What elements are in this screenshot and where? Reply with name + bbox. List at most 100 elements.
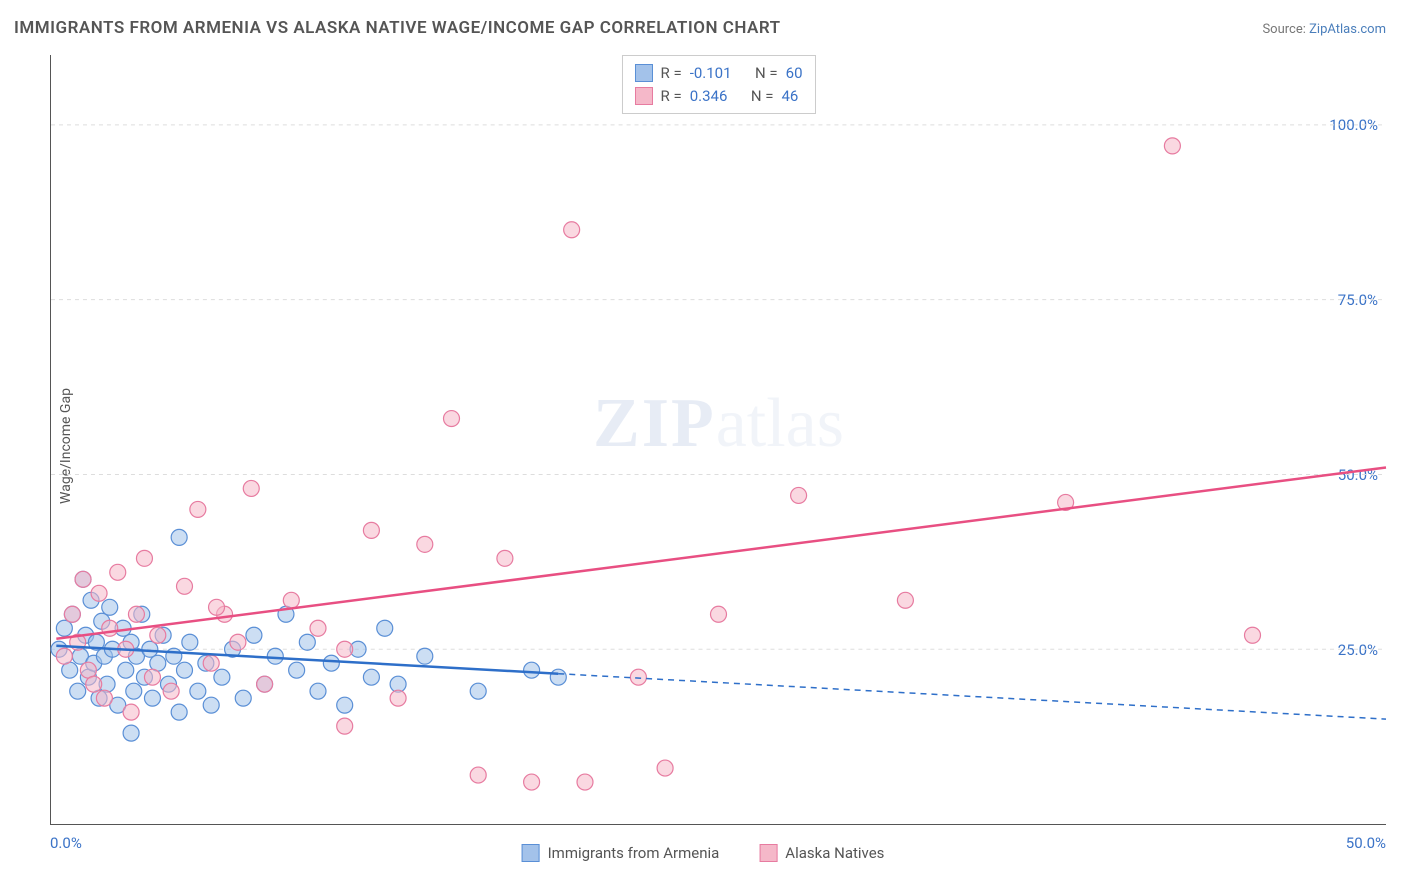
data-point (1164, 138, 1180, 154)
legend-item: Immigrants from Armenia (522, 844, 720, 862)
data-point (150, 627, 166, 643)
data-point (182, 634, 198, 650)
data-point (289, 662, 305, 678)
data-point (299, 634, 315, 650)
source-attribution: Source: ZipAtlas.com (1262, 22, 1386, 37)
data-point (323, 655, 339, 671)
data-point (110, 564, 126, 580)
data-point (257, 676, 273, 692)
data-point (417, 648, 433, 664)
data-point (142, 641, 158, 657)
data-point (102, 599, 118, 615)
data-point (86, 676, 102, 692)
data-point (630, 669, 646, 685)
data-point (56, 648, 72, 664)
data-point (214, 669, 230, 685)
plot-area: ZIPatlas R = -0.101 N = 60 R = 0.346 N =… (50, 55, 1386, 825)
data-point (267, 648, 283, 664)
data-point (337, 697, 353, 713)
data-point (56, 620, 72, 636)
stats-row: R = -0.101 N = 60 (634, 62, 802, 85)
n-label: N = (755, 62, 778, 85)
r-label: R = (660, 85, 681, 108)
data-point (791, 487, 807, 503)
stats-row: R = 0.346 N = 46 (634, 85, 802, 108)
data-point (310, 683, 326, 699)
data-point (230, 634, 246, 650)
data-point (123, 725, 139, 741)
data-point (363, 522, 379, 538)
data-point (377, 620, 393, 636)
data-point (444, 411, 460, 427)
data-point (163, 683, 179, 699)
data-point (166, 648, 182, 664)
data-point (337, 718, 353, 734)
x-tick-max: 50.0% (1346, 834, 1386, 852)
data-point (417, 536, 433, 552)
legend-label: Immigrants from Armenia (548, 844, 720, 862)
data-point (209, 599, 225, 615)
n-label: N = (751, 85, 774, 108)
data-point (897, 592, 913, 608)
data-point (118, 662, 134, 678)
data-point (70, 683, 86, 699)
trend-line-extrapolated (558, 674, 1386, 719)
chart-title: IMMIGRANTS FROM ARMENIA VS ALASKA NATIVE… (14, 18, 781, 38)
bottom-legend: Immigrants from Armenia Alaska Natives (522, 844, 885, 862)
legend-swatch (759, 844, 777, 862)
data-point (128, 606, 144, 622)
data-point (283, 592, 299, 608)
data-point (246, 627, 262, 643)
data-point (310, 620, 326, 636)
legend-label: Alaska Natives (785, 844, 884, 862)
data-point (190, 501, 206, 517)
data-point (177, 662, 193, 678)
series-swatch (634, 64, 652, 82)
data-point (235, 690, 251, 706)
data-point (564, 222, 580, 238)
data-point (524, 662, 540, 678)
data-point (171, 704, 187, 720)
source-link[interactable]: ZipAtlas.com (1309, 22, 1386, 37)
data-point (102, 620, 118, 636)
data-point (470, 767, 486, 783)
data-point (126, 683, 142, 699)
data-point (96, 690, 112, 706)
data-point (497, 550, 513, 566)
data-point (243, 480, 259, 496)
source-label: Source: (1262, 22, 1305, 37)
legend-swatch (522, 844, 540, 862)
data-point (203, 655, 219, 671)
data-point (144, 690, 160, 706)
data-point (190, 683, 206, 699)
legend-item: Alaska Natives (759, 844, 884, 862)
data-point (123, 704, 139, 720)
data-point (577, 774, 593, 790)
data-point (171, 529, 187, 545)
r-label: R = (660, 62, 681, 85)
data-point (203, 697, 219, 713)
stats-legend-box: R = -0.101 N = 60 R = 0.346 N = 46 (621, 55, 815, 114)
data-point (363, 669, 379, 685)
data-point (390, 690, 406, 706)
data-point (524, 774, 540, 790)
data-point (136, 550, 152, 566)
data-point (711, 606, 727, 622)
data-point (550, 669, 566, 685)
r-value: 0.346 (690, 85, 728, 108)
data-point (144, 669, 160, 685)
x-tick-min: 0.0% (50, 834, 82, 852)
n-value: 46 (781, 85, 798, 108)
data-point (91, 585, 107, 601)
data-point (657, 760, 673, 776)
n-value: 60 (786, 62, 803, 85)
r-value: -0.101 (690, 62, 732, 85)
data-point (337, 641, 353, 657)
data-point (470, 683, 486, 699)
data-point (177, 578, 193, 594)
data-point (1245, 627, 1261, 643)
series-swatch (634, 87, 652, 105)
chart-svg (51, 55, 1386, 824)
data-point (75, 571, 91, 587)
data-point (64, 606, 80, 622)
